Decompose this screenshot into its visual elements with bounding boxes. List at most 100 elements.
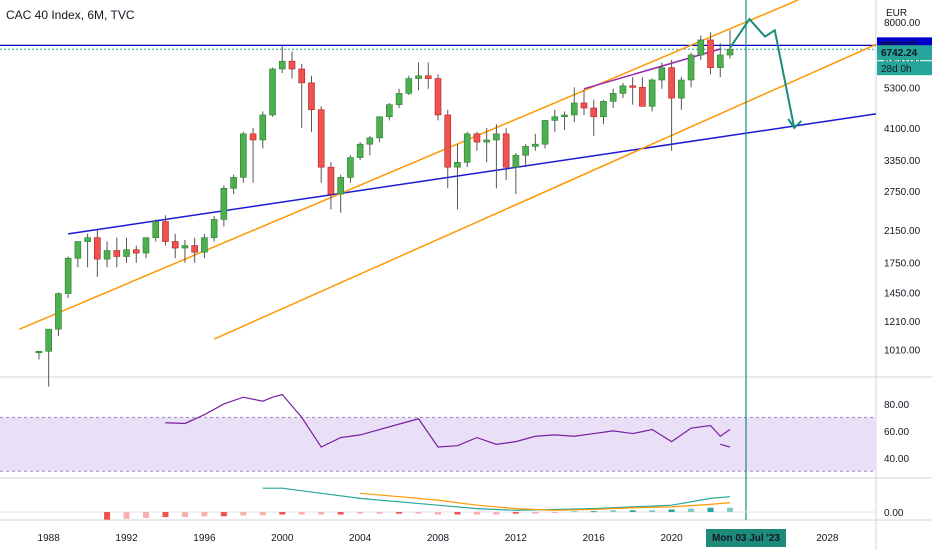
candle[interactable]	[317, 109, 325, 168]
candle[interactable]	[502, 133, 510, 168]
candle[interactable]	[405, 78, 413, 94]
candle[interactable]	[493, 133, 500, 141]
macd-histogram-bar	[435, 512, 441, 515]
candle[interactable]	[376, 116, 383, 139]
macd-line[interactable]	[262, 487, 731, 511]
support-trend-line[interactable]	[68, 113, 877, 235]
candle[interactable]	[74, 241, 82, 259]
candle[interactable]	[191, 245, 198, 253]
candle[interactable]	[298, 68, 306, 84]
price-axis-tick: 8000.00	[884, 18, 921, 29]
candle[interactable]	[94, 237, 101, 260]
candle[interactable]	[132, 249, 140, 254]
candle[interactable]	[201, 237, 208, 253]
candle[interactable]	[386, 104, 393, 118]
candle[interactable]	[113, 250, 121, 257]
candle[interactable]	[716, 54, 724, 68]
channel-lower-line[interactable]	[213, 43, 877, 340]
macd-histogram-bar	[551, 512, 558, 513]
channel-upper-line[interactable]	[19, 0, 799, 330]
macd-histogram-bar	[220, 512, 227, 517]
candle[interactable]	[561, 114, 568, 118]
candle[interactable]	[532, 143, 539, 147]
candle[interactable]	[210, 219, 218, 238]
candle[interactable]	[619, 85, 627, 94]
candle[interactable]	[463, 133, 471, 163]
candle[interactable]	[668, 67, 675, 99]
projection-arrow[interactable]	[729, 17, 796, 129]
price-axis-tick: 1450.00	[884, 288, 921, 299]
candle[interactable]	[123, 249, 130, 257]
candle[interactable]	[590, 107, 598, 118]
macd-histogram-bar	[532, 512, 539, 514]
candle[interactable]	[707, 39, 714, 68]
candle[interactable]	[220, 187, 228, 220]
candle[interactable]	[483, 139, 490, 143]
rsi-line[interactable]	[165, 393, 731, 448]
candle[interactable]	[162, 221, 169, 242]
price-axis-tick: 1010.00	[884, 346, 921, 357]
candle[interactable]	[609, 93, 617, 102]
candle[interactable]	[658, 67, 666, 81]
candle[interactable]	[415, 75, 422, 79]
candle[interactable]	[152, 221, 160, 238]
price-axis-tick: 2150.00	[884, 226, 921, 237]
candle[interactable]	[434, 78, 442, 116]
candle[interactable]	[142, 237, 150, 254]
macd-histogram-bar	[337, 512, 344, 515]
candle[interactable]	[600, 101, 607, 118]
candle[interactable]	[395, 93, 403, 105]
candle[interactable]	[541, 120, 549, 145]
candle[interactable]	[444, 114, 452, 168]
candle[interactable]	[45, 328, 52, 352]
candle[interactable]	[570, 102, 578, 116]
time-axis-tick: 1996	[193, 533, 216, 544]
candle[interactable]	[580, 102, 588, 109]
candle[interactable]	[551, 116, 559, 121]
macd-axis-tick: 0.00	[884, 508, 904, 519]
candle[interactable]	[327, 166, 335, 195]
candle[interactable]	[454, 161, 461, 168]
candle[interactable]	[288, 60, 296, 70]
candle[interactable]	[181, 245, 189, 249]
candle[interactable]	[726, 48, 734, 56]
macd-histogram-bar	[493, 512, 500, 515]
price-axis-tick: 1750.00	[884, 259, 921, 270]
candle[interactable]	[103, 250, 111, 260]
macd-histogram-bar	[259, 512, 266, 516]
candle[interactable]	[356, 143, 364, 158]
candle[interactable]	[424, 75, 432, 79]
candle[interactable]	[230, 177, 237, 189]
candle[interactable]	[512, 154, 520, 168]
candle[interactable]	[697, 39, 705, 56]
candle[interactable]	[249, 133, 257, 141]
candle[interactable]	[171, 241, 179, 249]
wedge-line[interactable]	[583, 48, 721, 90]
macd-signal-line[interactable]	[360, 492, 731, 511]
candle[interactable]	[269, 68, 276, 116]
macd-histogram-bar	[162, 512, 169, 518]
candle[interactable]	[629, 85, 636, 88]
candle[interactable]	[35, 350, 43, 354]
macd-histogram-bar	[512, 512, 519, 514]
macd-histogram-bar	[104, 512, 111, 520]
chart-title: CAC 40 Index, 6M, TVC	[6, 8, 135, 22]
candle[interactable]	[678, 79, 685, 99]
candle[interactable]	[473, 133, 481, 143]
candle[interactable]	[55, 293, 62, 330]
candle[interactable]	[278, 60, 286, 70]
candle[interactable]	[259, 114, 267, 141]
candle[interactable]	[522, 146, 529, 156]
candle[interactable]	[639, 86, 646, 107]
candle[interactable]	[240, 133, 247, 178]
candle[interactable]	[308, 82, 315, 111]
candle[interactable]	[337, 177, 344, 195]
candle[interactable]	[648, 79, 656, 107]
candle[interactable]	[687, 54, 695, 81]
candle[interactable]	[347, 157, 354, 178]
candle[interactable]	[64, 257, 72, 294]
time-axis-tick: 2016	[583, 533, 606, 544]
candle[interactable]	[84, 237, 91, 242]
candle[interactable]	[366, 137, 374, 145]
